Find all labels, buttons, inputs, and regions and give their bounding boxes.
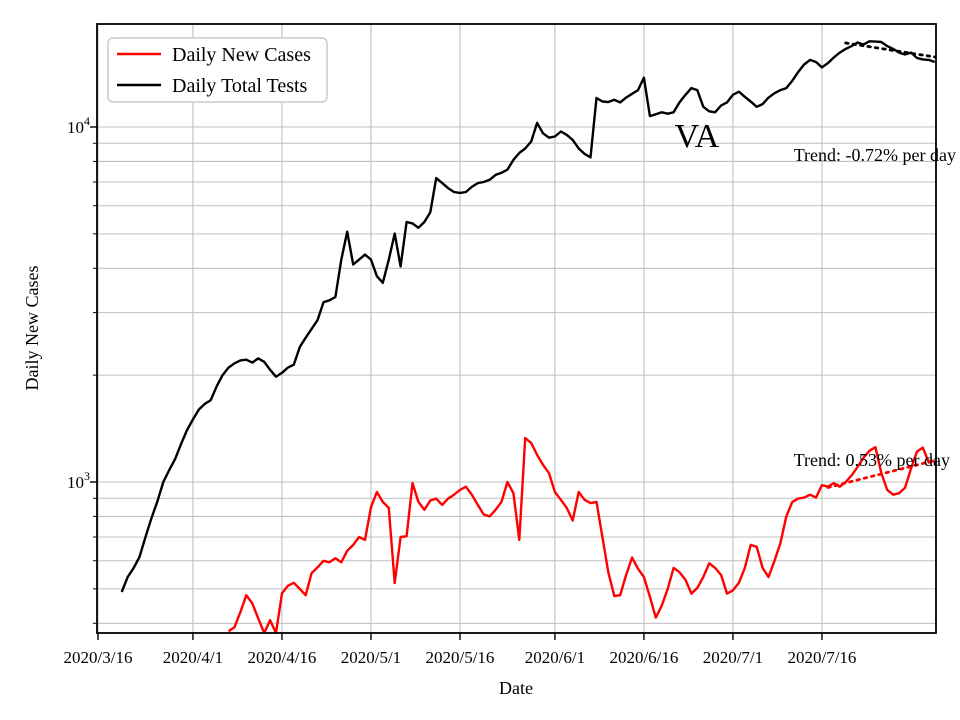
daily-total-tests-line — [120, 40, 936, 593]
legend: Daily New Cases Daily Total Tests — [107, 37, 328, 103]
daily-new-cases-line — [227, 436, 936, 633]
x-tick-label: 2020/6/1 — [525, 648, 585, 667]
axis-tick-labels: 2020/3/16 2020/4/1 2020/4/16 2020/5/1 2020/5… — [64, 114, 857, 667]
trend-lines — [826, 41, 936, 489]
tests-trend-label: Trend: -0.72% per day — [794, 145, 956, 165]
x-tick-label: 2020/7/1 — [703, 648, 763, 667]
axis-ticks — [90, 126, 823, 640]
legend-cases-label: Daily New Cases — [172, 44, 311, 66]
x-tick-label: 2020/4/1 — [163, 648, 223, 667]
x-tick-label: 2020/3/16 — [64, 648, 133, 667]
plot-frame — [96, 23, 937, 634]
x-tick-label: 2020/4/16 — [247, 648, 316, 667]
tests-trend-dotted-line — [844, 41, 936, 59]
x-tick-label: 2020/5/16 — [425, 648, 494, 667]
cases-trend-label: Trend: 0.53% per day — [794, 450, 950, 470]
x-tick-label: 2020/7/16 — [787, 648, 856, 667]
gridlines — [97, 24, 936, 633]
legend-box — [107, 37, 328, 103]
y-tick-label: 104 — [67, 114, 90, 137]
y-tick-label: 103 — [67, 469, 90, 492]
y-axis-label: Daily New Cases — [22, 266, 42, 391]
legend-tests-label: Daily Total Tests — [172, 75, 308, 97]
state-annotation: VA — [675, 118, 720, 155]
x-axis-label: Date — [499, 678, 533, 698]
x-tick-label: 2020/5/1 — [341, 648, 401, 667]
x-tick-label: 2020/6/16 — [609, 648, 678, 667]
